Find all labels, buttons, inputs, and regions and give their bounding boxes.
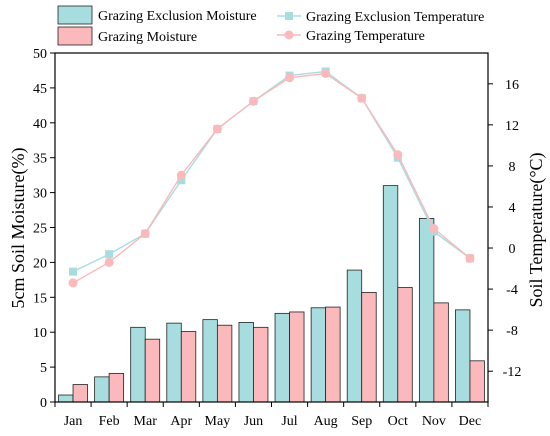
- exclusion-moisture-bar-aug: [310, 307, 327, 403]
- exclusion-moisture-bar-sep: [346, 269, 363, 403]
- exclusion-moisture-bar-jan: [58, 394, 74, 403]
- legend-label-0: Grazing Exclusion Moisture: [98, 9, 257, 24]
- grazing-moisture-bar-jul: [289, 311, 305, 403]
- grazing-temperature-point-feb: [104, 257, 114, 267]
- exclusion-moisture-bar-dec: [455, 309, 471, 403]
- legend-label-2: Grazing Exclusion Temperature: [306, 10, 484, 25]
- left-tick-label: 5: [40, 361, 47, 376]
- grazing-moisture-bar-sep: [361, 292, 377, 403]
- exclusion-temperature-line: [72, 70, 471, 273]
- legend-marker-2: [285, 12, 293, 20]
- grazing-temperature-point-jan: [68, 278, 78, 288]
- right-tick-label: -12: [503, 365, 522, 380]
- grazing-temperature-point-apr: [176, 170, 186, 180]
- left-tick-label: 25: [33, 222, 47, 237]
- grazing-temperature-point-jul: [285, 73, 295, 83]
- x-tick-label-nov: Nov: [422, 414, 446, 429]
- axes: 0 5 10 15 20 25 30 35 40 45 50 -12 -8 -4 0 4 8 12 16 Jan Feb…: [33, 47, 521, 429]
- grazing-moisture-bar-nov: [433, 302, 449, 403]
- legend-swatch-0: [57, 5, 93, 25]
- exclusion-moisture-bar-jul: [274, 312, 290, 403]
- grazing-moisture-bar-jan: [72, 384, 88, 403]
- right-tick-label: -4: [506, 283, 518, 298]
- legend-swatch-1: [57, 26, 93, 46]
- exclusion-temperature-point-feb: [105, 250, 114, 259]
- lines: [68, 67, 475, 288]
- grazing-moisture-bar-dec: [469, 360, 485, 403]
- grazing-moisture-bar-may: [216, 324, 233, 403]
- exclusion-temperature-point-jan: [69, 267, 78, 276]
- exclusion-moisture-bar-apr: [166, 322, 182, 403]
- x-tick-label-mar: Mar: [134, 414, 158, 429]
- grazing-moisture-bar-apr: [180, 331, 197, 403]
- right-tick-label: -8: [506, 324, 518, 339]
- grazing-temperature-point-may: [212, 124, 222, 134]
- grazing-temperature-point-dec: [465, 253, 475, 263]
- right-tick-label: 12: [505, 119, 519, 134]
- grazing-temperature-point-nov: [429, 224, 439, 234]
- grazing-moisture-bar-jun: [253, 326, 269, 403]
- grazing-temperature-point-jun: [248, 96, 258, 106]
- x-tick-label-aug: Aug: [314, 414, 338, 429]
- bars: [58, 185, 485, 403]
- x-tick-label-sep: Sep: [351, 414, 372, 429]
- exclusion-moisture-bar-mar: [130, 326, 146, 403]
- left-axis-title: 5cm Soil Moisture(%): [8, 148, 29, 309]
- right-tick-label: 4: [509, 201, 516, 216]
- right-tick-label: 8: [509, 160, 516, 175]
- grazing-moisture-bar-feb: [108, 372, 125, 403]
- exclusion-moisture-bar-feb: [94, 376, 110, 403]
- left-tick-label: 15: [33, 291, 47, 306]
- left-tick-label: 35: [33, 152, 47, 167]
- exclusion-moisture-bar-nov: [418, 218, 435, 403]
- grazing-moisture-bar-aug: [325, 306, 341, 403]
- right-tick-label: 0: [509, 242, 516, 257]
- left-tick-label: 40: [33, 117, 47, 132]
- exclusion-temperature-point-apr: [177, 176, 186, 185]
- grazing-moisture-bar-mar: [144, 338, 161, 403]
- grazing-temperature-point-oct: [393, 150, 403, 160]
- grazing-moisture-bar-oct: [397, 287, 413, 403]
- legend-marker-3: [284, 30, 294, 40]
- x-tick-label-jul: Jul: [281, 414, 297, 429]
- grazing-temperature-point-sep: [357, 93, 367, 103]
- left-tick-label: 10: [33, 326, 47, 341]
- grazing-temperature-line: [72, 72, 471, 284]
- exclusion-moisture-bar-oct: [382, 185, 399, 403]
- exclusion-moisture-bar-jun: [238, 322, 254, 403]
- x-tick-label-may: May: [205, 414, 231, 429]
- left-tick-label: 20: [33, 256, 47, 271]
- left-tick-label: 50: [33, 47, 47, 62]
- left-tick-label: 30: [33, 187, 47, 202]
- x-tick-label-oct: Oct: [388, 414, 408, 429]
- x-tick-label-apr: Apr: [170, 414, 192, 429]
- legend-label-3: Grazing Temperature: [306, 29, 425, 44]
- left-tick-label: 45: [33, 82, 47, 97]
- legend-label-1: Grazing Moisture: [98, 30, 197, 45]
- x-tick-label-feb: Feb: [99, 414, 120, 429]
- grazing-temperature-point-mar: [140, 229, 150, 239]
- x-tick-label-dec: Dec: [459, 414, 482, 429]
- x-tick-label-jun: Jun: [244, 414, 263, 429]
- x-tick-label-jan: Jan: [64, 414, 83, 429]
- left-tick-label: 0: [40, 396, 47, 411]
- right-axis-title: Soil Temperature(°C): [526, 152, 547, 307]
- legend: Grazing Exclusion Moisture Grazing Moistu…: [57, 5, 484, 46]
- grazing-temperature-point-aug: [321, 69, 331, 79]
- right-tick-label: 16: [505, 78, 519, 93]
- exclusion-moisture-bar-may: [202, 319, 218, 403]
